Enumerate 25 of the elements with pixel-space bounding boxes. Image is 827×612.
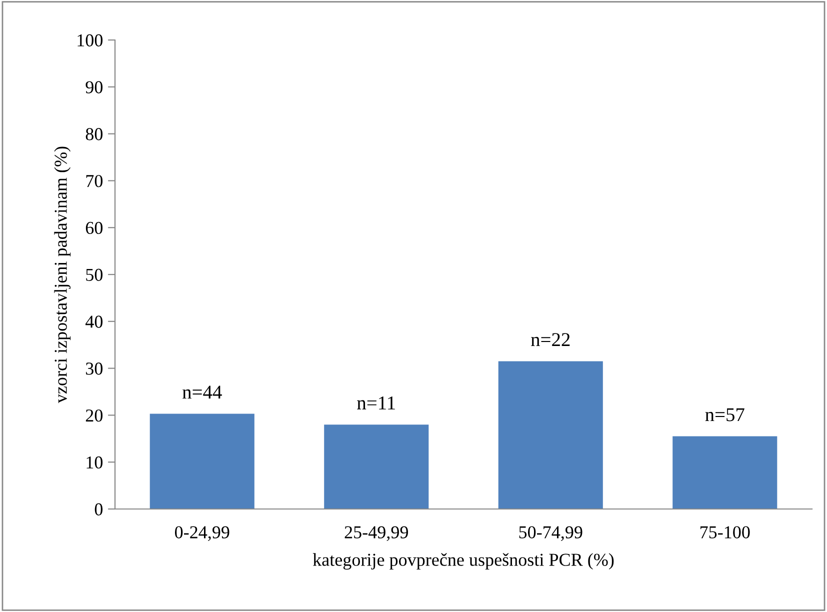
y-tick-label: 40	[85, 316, 103, 328]
x-axis-title: kategorije povprečne uspešnosti PCR (%)	[312, 553, 614, 570]
bar	[498, 361, 603, 509]
annotation: n=44	[182, 386, 222, 399]
x-tick-label: 25-49,99	[344, 526, 408, 541]
x-tick-label: 75-100	[700, 526, 750, 538]
annotation: n=11	[357, 396, 395, 410]
bar	[672, 436, 778, 509]
x-tick-label: 50-74,99	[519, 526, 582, 541]
y-tick-label: 70	[86, 174, 103, 188]
y-tick-label: 60	[86, 222, 103, 234]
y-tick-label: 100	[78, 34, 103, 46]
y-tick-label: 90	[86, 81, 103, 94]
y-tick-label: 10	[86, 456, 103, 469]
y-tick-label: 50	[86, 268, 103, 281]
bar	[324, 424, 429, 509]
y-tick-label: 80	[86, 128, 103, 140]
annotation: n=22	[531, 333, 570, 346]
y-tick-label: 0	[94, 503, 103, 516]
annotation: n=57	[705, 408, 744, 422]
y-tick-label: 20	[86, 409, 103, 422]
y-tick-label: 30	[86, 362, 103, 375]
y-axis-title: vzorci izpostavljeni padavinam (%)	[54, 146, 71, 404]
bar	[150, 414, 254, 509]
x-tick-label: 0-24,99	[174, 526, 230, 541]
